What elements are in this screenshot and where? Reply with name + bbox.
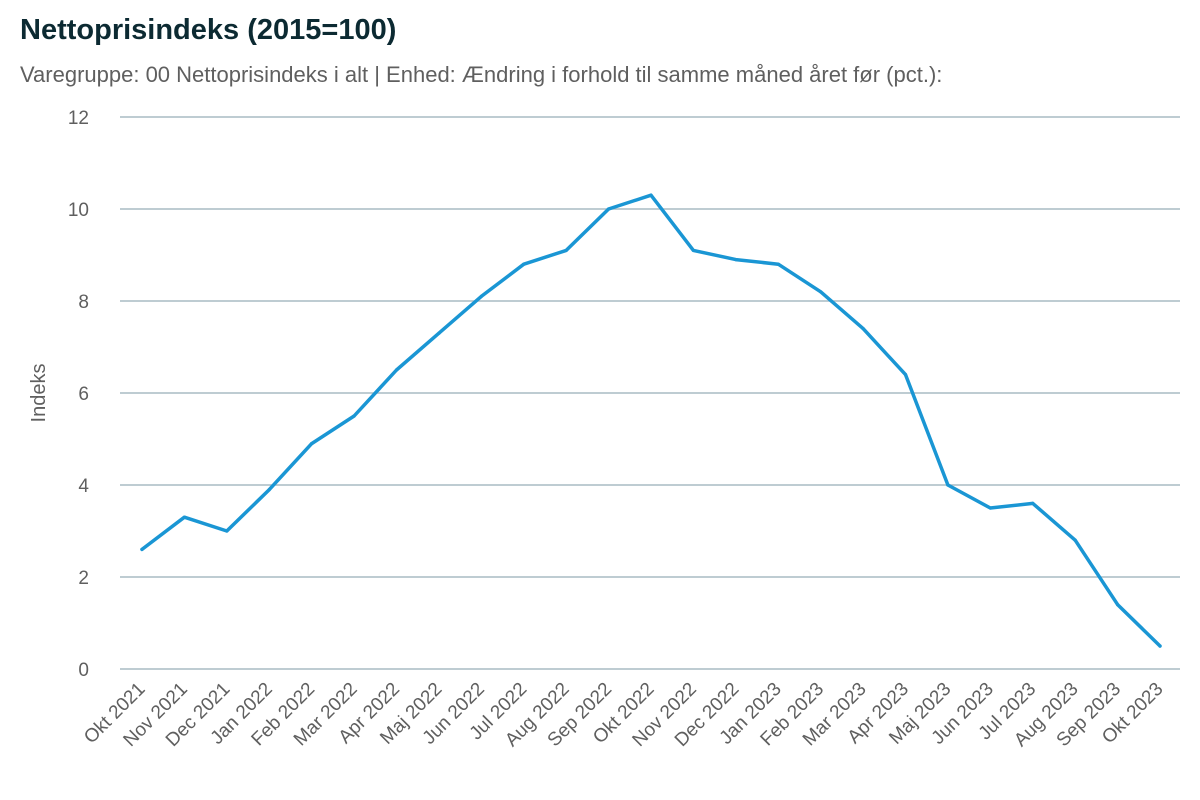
data-point [225,529,229,533]
data-point [1115,603,1120,607]
data-point [522,262,526,266]
y-tick-label: 10 [68,200,89,221]
data-point [437,331,441,335]
data-point [267,488,271,492]
data-point [140,547,144,552]
data-point [691,248,696,252]
y-axis-label: Indeks [28,364,50,423]
data-point [861,327,865,331]
y-tick-label: 8 [78,292,89,313]
series-line [140,193,1162,648]
data-point [946,483,950,487]
gridlines [120,116,1180,670]
series-layer [140,193,1162,648]
data-point [649,193,653,197]
data-point [182,515,187,519]
data-point [479,294,483,298]
y-tick-label: 6 [78,384,89,405]
data-point [310,442,314,446]
data-point [988,506,992,510]
data-point [564,248,568,252]
y-axis-ticks: 0 2 4 6 8 10 12 [68,108,90,681]
data-point [352,414,356,418]
data-point [394,368,399,372]
chart-title: Nettoprisindeks (2015=100) [20,14,397,46]
data-point [903,373,908,377]
y-tick-label: 4 [78,476,89,497]
data-point [734,258,738,262]
y-tick-label: 2 [78,568,89,589]
y-tick-label: 0 [78,660,89,681]
data-point [819,290,823,294]
data-point [1158,644,1162,648]
y-tick-label: 12 [68,108,89,129]
chart-subtitle: Varegruppe: 00 Nettoprisindeks i alt | E… [20,62,943,87]
data-point [1031,501,1035,505]
data-point [1073,538,1077,542]
data-point [776,262,780,266]
data-point [606,207,611,211]
